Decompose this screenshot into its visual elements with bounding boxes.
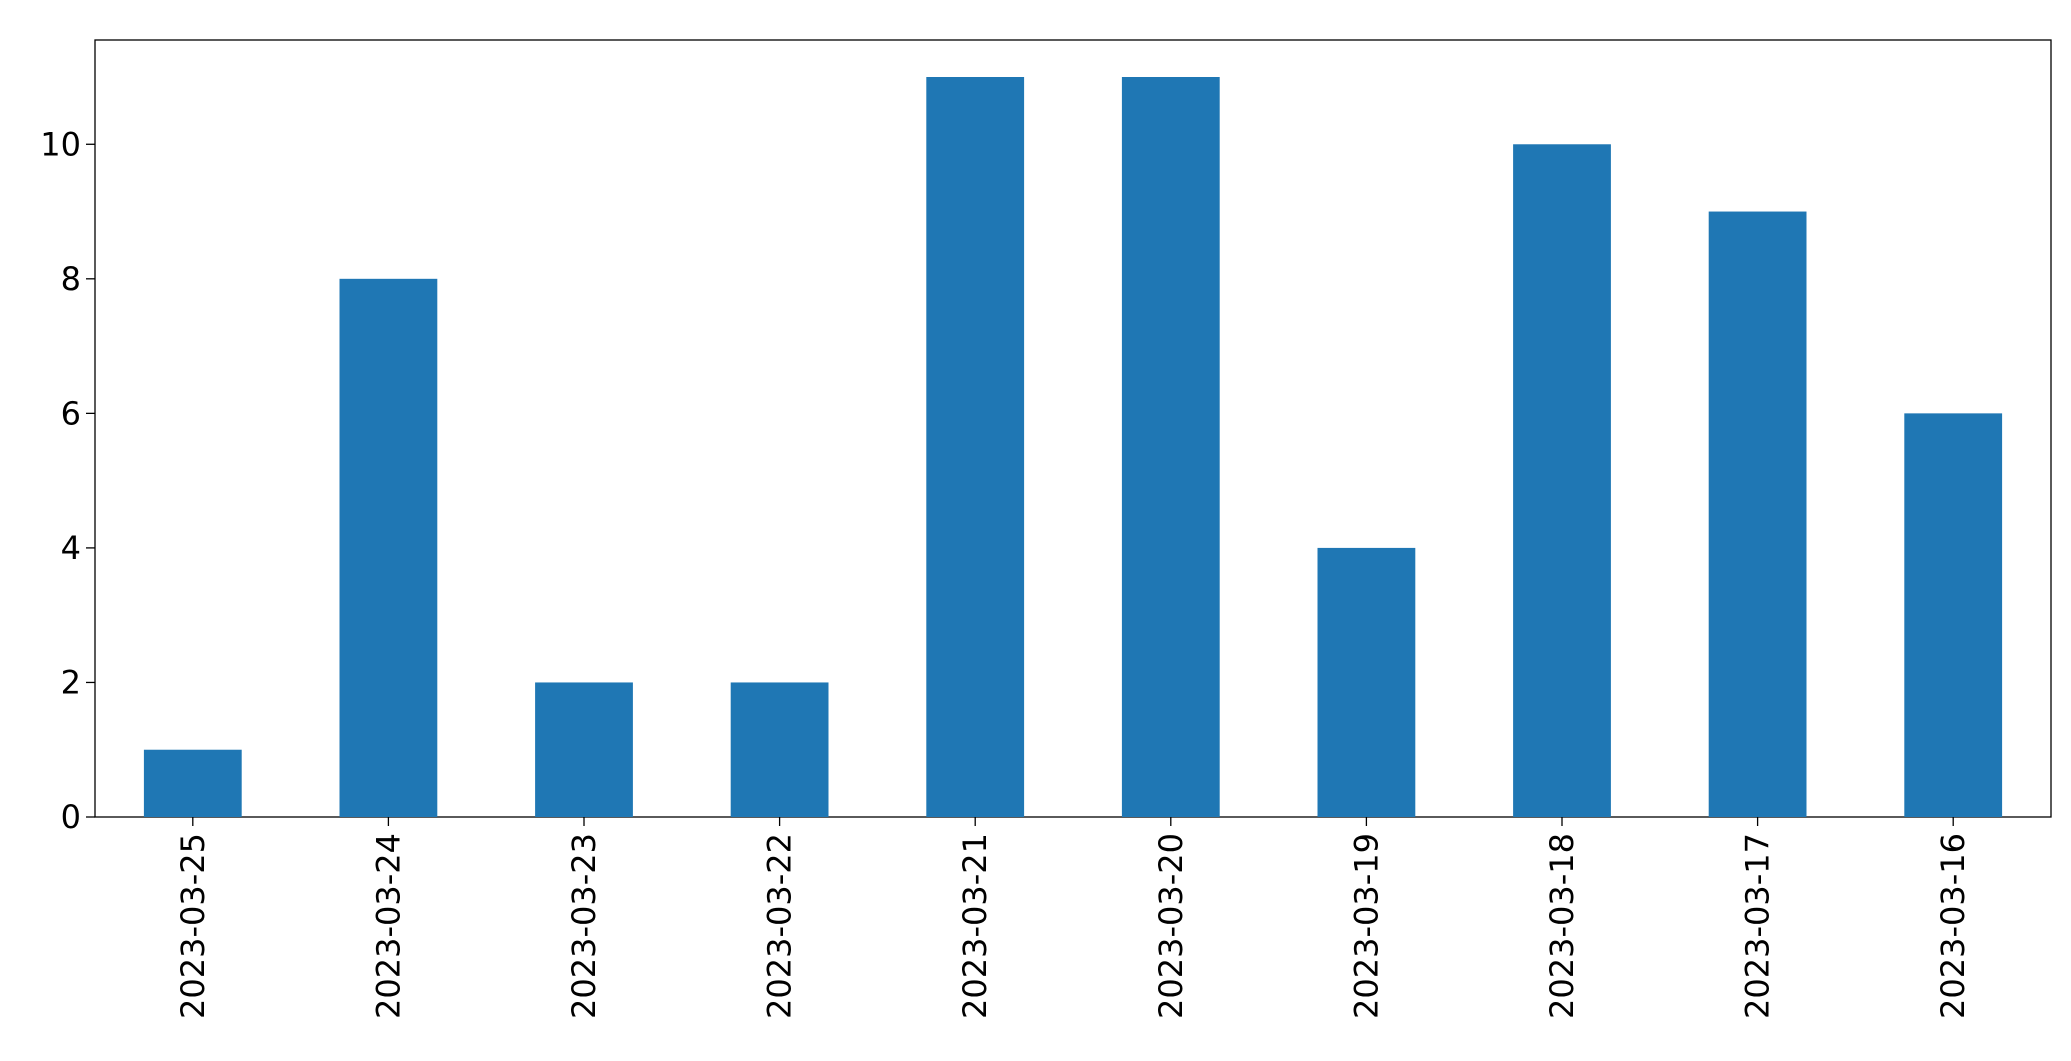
x-tick-label: 2023-03-17 (1739, 833, 1777, 1019)
x-tick-label: 2023-03-25 (174, 833, 212, 1019)
y-tick-label: 2 (61, 663, 81, 701)
y-tick-label: 0 (61, 798, 81, 836)
x-tick-label: 2023-03-20 (1152, 833, 1190, 1019)
x-tick-label: 2023-03-19 (1347, 833, 1385, 1019)
bar (339, 278, 438, 817)
x-tick-label: 2023-03-24 (369, 833, 407, 1019)
x-tick-label: 2023-03-23 (565, 833, 603, 1019)
y-tick-label: 4 (61, 529, 81, 567)
y-tick-label: 10 (40, 125, 81, 163)
x-tick-label: 2023-03-21 (956, 833, 994, 1019)
bar (926, 77, 1025, 817)
x-tick-label: 2023-03-22 (761, 833, 799, 1019)
bar (1904, 413, 2003, 817)
bar (1708, 211, 1807, 817)
bar (730, 682, 829, 817)
bar (1317, 547, 1416, 817)
plot-frame (94, 39, 2052, 818)
bar (1121, 77, 1220, 817)
x-tick-label: 2023-03-16 (1934, 833, 1972, 1019)
y-tick-label: 6 (61, 394, 81, 432)
bar (1513, 144, 1611, 818)
bar (535, 682, 633, 817)
x-tick-label: 2023-03-18 (1543, 833, 1581, 1019)
bar (143, 749, 242, 817)
y-tick-label: 8 (61, 260, 81, 298)
